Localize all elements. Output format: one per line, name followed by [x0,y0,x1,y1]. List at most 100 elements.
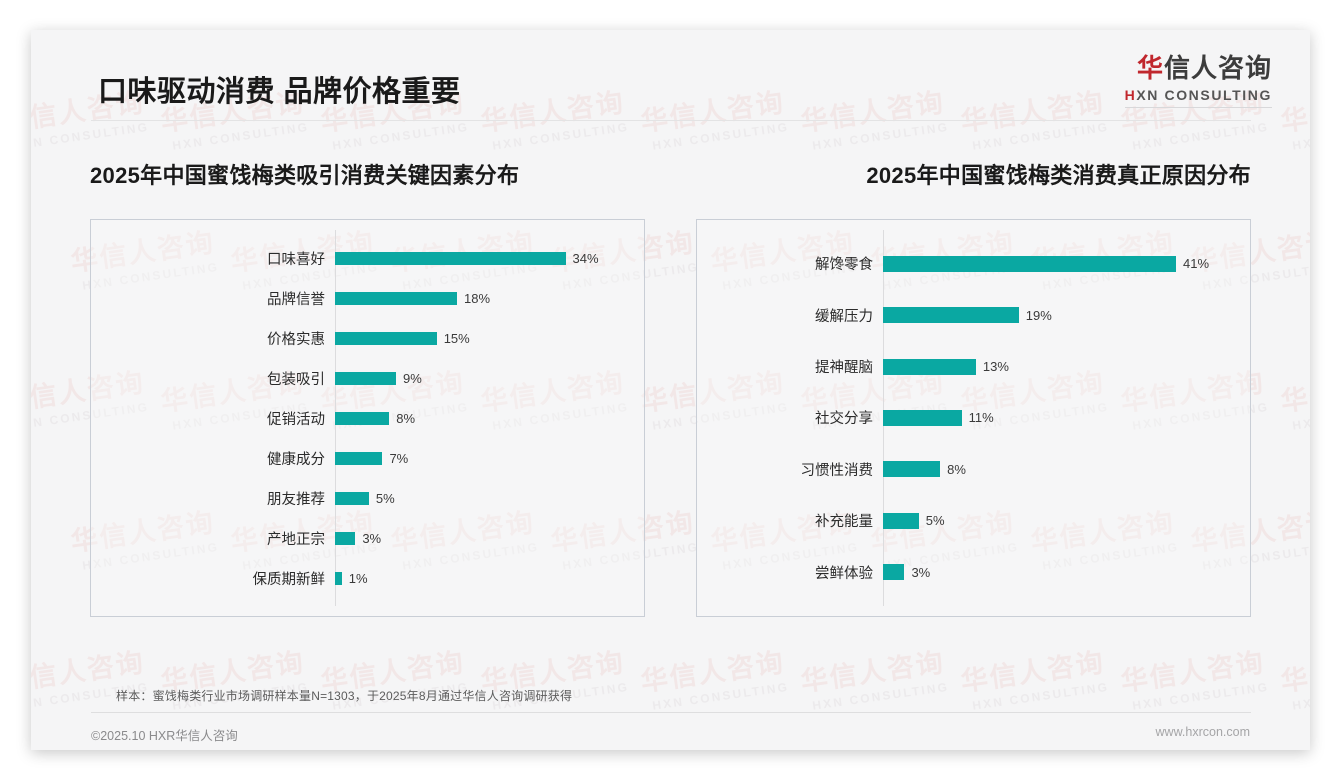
bar-value-label: 5% [925,513,945,529]
bar-segment [883,461,941,478]
logo-chinese-name: 华信人咨询 [1125,53,1272,83]
bar-value-label: 15% [443,330,470,346]
bar-segment [335,331,437,345]
bar-category-label: 解馋零食 [815,257,873,274]
logo-english-name: HXN CONSULTING [1125,87,1272,103]
bar-segment [883,564,905,581]
bar-value-label: 8% [947,461,966,477]
bar-segment [883,307,1019,324]
bar-value-label: 19% [1025,307,1052,323]
watermark-en: HXN CONSULTING [491,119,630,153]
bar-category-label: 产地正宗 [267,531,325,548]
bar-category-label: 缓解压力 [815,308,873,325]
watermark-en: HXN CONSULTING [811,119,950,153]
watermark-cn: 华信人咨询 [958,647,1107,698]
bar-category-label: 补充能量 [815,514,873,531]
bar-value-label: 7% [389,450,409,466]
bar-value-label: 41% [1183,256,1210,272]
slide-card: 华信人咨询 HXN CONSULTING 华信人咨询 HXN CONSULTING 华信… [31,30,1310,750]
bar-segment [335,291,458,305]
bar-row: 口味喜好 34% [91,247,644,269]
footer-website: www.hxrcon.com [1155,725,1250,739]
watermark-en: HXN CONSULTING [651,679,790,713]
bar-segment [883,512,919,529]
watermark-cn: 华信人咨询 [1278,647,1310,698]
chart-block-right: 2025年中国蜜饯梅类消费真正原因分布 解馋零食 41% 缓解压力 19% 提神醒脑 13… [696,158,1251,617]
bar-segment [335,251,566,265]
bar-row: 促销活动 8% [91,407,644,429]
bar-row: 习惯性消费 8% [697,458,1250,480]
bar-row: 提神醒脑 13% [697,356,1250,378]
watermark-en: HXN CONSULTING [331,119,470,153]
bar-value-label: 9% [403,370,422,386]
logo-en-rest: XN CONSULTING [1136,87,1272,104]
watermark-en: HXN CONSULTING [1291,120,1310,153]
chart-block-left: 2025年中国蜜饯梅类吸引消费关键因素分布 口味喜好 34% 品牌信誉 18% 价格实惠… [90,158,645,617]
chart-plot-right: 解馋零食 41% 缓解压力 19% 提神醒脑 13% 社交分享 11% 习惯性消费 8% 补充能量 5… [697,220,1250,616]
sample-footnote: 样本：蜜饯梅类行业市场调研样本量N=1303，于2025年8月通过华信人咨询调研… [116,689,573,703]
watermark-en: HXN CONSULTING [1131,679,1270,713]
bar-row: 健康成分 7% [91,447,644,469]
watermark-cn: 华信人咨询 [638,647,787,698]
bar-row: 产地正宗 3% [91,527,644,549]
watermark-en: HXN CONSULTING [1291,680,1310,713]
bar-value-label: 3% [911,564,931,580]
bar-row: 朋友推荐 5% [91,487,644,509]
header-divider [91,120,1251,121]
bar-category-label: 保质期新鲜 [252,571,326,588]
watermark-en: HXN CONSULTING [1131,119,1270,153]
footer-divider [91,712,1251,713]
bar-row: 缓解压力 19% [697,304,1250,326]
bar-segment [335,371,397,385]
bar-row: 补充能量 5% [697,510,1250,532]
bar-segment [335,411,390,425]
watermark-en: HXN CONSULTING [1291,400,1310,433]
watermark-en: HXN CONSULTING [971,679,1110,713]
chart-panel-right: 解馋零食 41% 缓解压力 19% 提神醒脑 13% 社交分享 11% 习惯性消费 8% 补充能量 5… [696,219,1251,617]
slide-header: 口味驱动消费 品牌价格重要 [31,30,1310,120]
bar-category-label: 包装吸引 [267,371,325,388]
logo-cn-rest: 信人咨询 [1163,53,1272,83]
bar-value-label: 11% [968,410,994,426]
bar-row: 价格实惠 15% [91,327,644,349]
bar-category-label: 价格实惠 [267,331,325,348]
bar-category-label: 习惯性消费 [800,462,874,479]
watermark-cn: 华信人咨询 [1278,367,1310,418]
watermark-en: HXN CONSULTING [811,679,950,713]
bar-value-label: 34% [572,250,599,266]
chart-plot-left: 口味喜好 34% 品牌信誉 18% 价格实惠 15% 包装吸引 9% 促销活动 8% 健康成分 7% 朋… [91,220,644,616]
company-logo: 华信人咨询 HXN CONSULTING [1124,53,1272,109]
bar-category-label: 品牌信誉 [267,291,325,308]
bar-value-label: 8% [396,410,416,426]
chart-title-left: 2025年中国蜜饯梅类吸引消费关键因素分布 [90,163,520,188]
bar-segment [883,409,962,426]
watermark-cn: 华信人咨询 [798,647,947,698]
bar-category-label: 口味喜好 [267,251,325,268]
watermark-en: HXN CONSULTING [651,119,790,153]
bar-segment [335,531,356,545]
watermark-en: HXN CONSULTING [171,119,310,153]
watermark-en: HXN CONSULTING [31,119,150,153]
logo-underline [1124,107,1272,109]
bar-segment [883,255,1176,272]
bar-row: 解馋零食 41% [697,253,1250,275]
bar-category-label: 促销活动 [267,411,325,428]
bar-segment [335,451,383,465]
page-title: 口味驱动消费 品牌价格重要 [98,76,461,108]
slide-footer: ©2025.10 HXR华信人咨询 www.hxrcon.com [31,720,1310,750]
logo-en-highlight: H [1124,87,1137,104]
bar-category-label: 社交分享 [815,411,873,428]
logo-cn-highlight: 华 [1136,53,1164,83]
bar-segment [335,491,369,505]
bar-category-label: 提神醒脑 [815,360,873,377]
bar-row: 社交分享 11% [697,407,1250,429]
bar-category-label: 朋友推荐 [267,491,325,508]
bar-value-label: 1% [348,570,368,586]
bar-row: 保质期新鲜 1% [91,567,644,589]
